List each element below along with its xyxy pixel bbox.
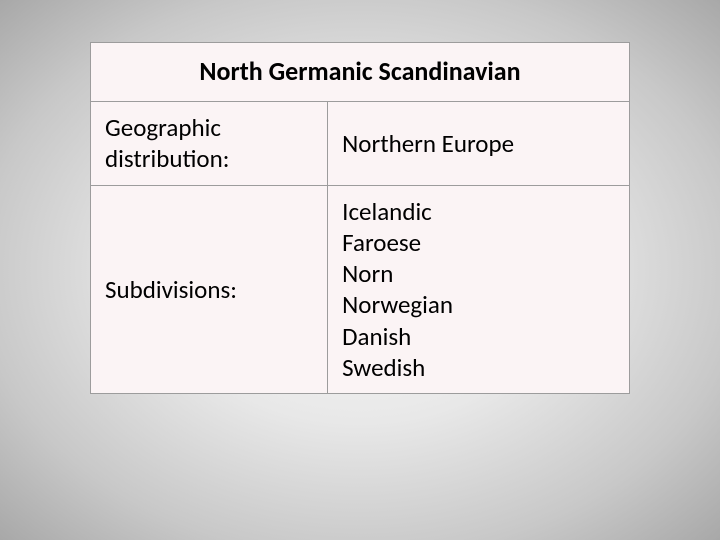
table-row: Subdivisions: Icelandic Faroese Norn Nor… — [91, 185, 630, 394]
table-title: North Germanic Scandinavian — [91, 43, 630, 102]
list-item: Swedish — [342, 352, 615, 383]
list-item: Norwegian — [342, 289, 615, 320]
row-label-subdivisions: Subdivisions: — [91, 185, 328, 394]
subdivisions-list: Icelandic Faroese Norn Norwegian Danish … — [342, 196, 615, 384]
list-item: Danish — [342, 321, 615, 352]
row-value-geographic: Northern Europe — [328, 102, 630, 186]
list-item: Faroese — [342, 227, 615, 258]
row-label-geographic: Geographic distribution: — [91, 102, 328, 186]
list-item: Icelandic — [342, 196, 615, 227]
info-table-container: North Germanic Scandinavian Geographic d… — [90, 42, 630, 394]
list-item: Norn — [342, 258, 615, 289]
row-value-subdivisions: Icelandic Faroese Norn Norwegian Danish … — [328, 185, 630, 394]
table-row: Geographic distribution: Northern Europe — [91, 102, 630, 186]
info-table: North Germanic Scandinavian Geographic d… — [90, 42, 630, 394]
